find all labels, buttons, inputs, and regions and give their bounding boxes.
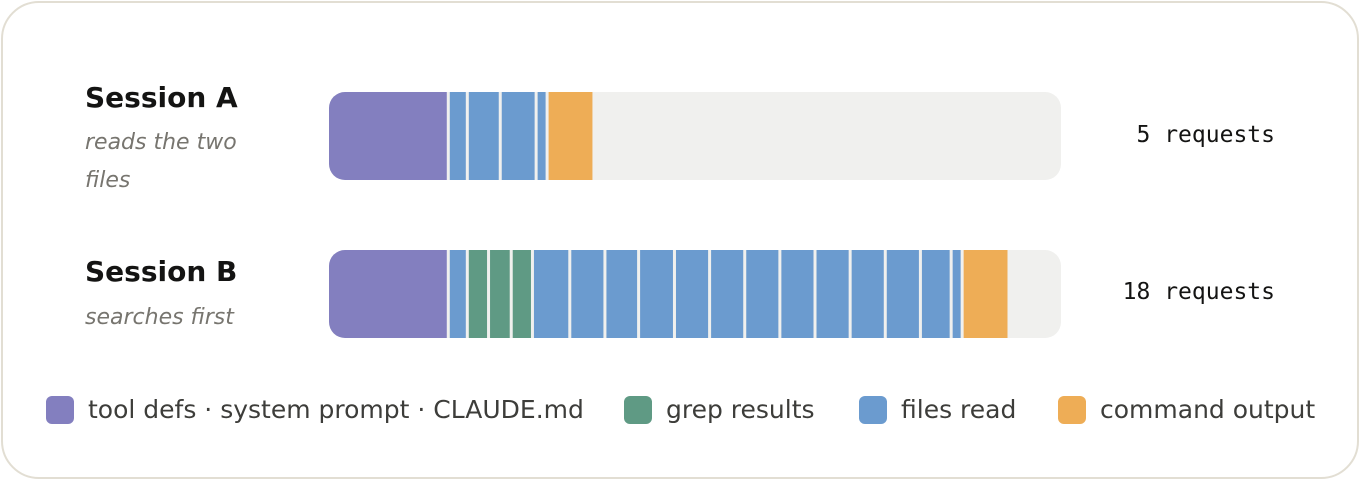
segment <box>711 250 744 338</box>
segment <box>851 250 884 338</box>
segment <box>921 250 950 338</box>
legend-swatch <box>46 395 74 424</box>
request-count: 5 requests <box>1136 122 1275 148</box>
legend-item: grep results <box>624 395 815 424</box>
legend-item: command output <box>1058 395 1315 424</box>
segment <box>490 250 510 338</box>
session-description: reads the two files <box>85 130 237 193</box>
segment <box>952 250 961 338</box>
legend-label: command output <box>1100 395 1316 424</box>
bar-segments <box>329 92 1061 180</box>
bar-segments <box>329 250 1061 338</box>
session-name: Session A <box>85 81 238 114</box>
legend-label: grep results <box>666 395 815 424</box>
session-description: searches first <box>85 305 234 330</box>
segment <box>548 92 593 180</box>
legend-item: files read <box>859 395 1016 424</box>
segment <box>746 250 779 338</box>
request-count: 18 requests <box>1122 279 1275 305</box>
segment <box>571 250 604 338</box>
segment <box>449 250 466 338</box>
session-name: Session B <box>85 255 238 288</box>
segment <box>606 250 638 338</box>
legend-label: files read <box>901 395 1017 424</box>
context-bar <box>329 92 1061 180</box>
segment <box>449 92 466 180</box>
segment <box>675 250 709 338</box>
segment <box>329 250 447 338</box>
segment <box>963 250 1008 338</box>
segment <box>537 92 546 180</box>
legend-item: tool defs · system prompt · CLAUDE.md <box>46 395 584 424</box>
segment <box>329 92 447 180</box>
segment <box>512 250 531 338</box>
legend-label: tool defs · system prompt · CLAUDE.md <box>88 395 584 424</box>
segment <box>533 250 569 338</box>
segment <box>781 250 814 338</box>
legend-swatch <box>859 395 887 424</box>
segment <box>640 250 673 338</box>
segment <box>468 92 499 180</box>
context-bar <box>329 250 1061 338</box>
segment <box>501 92 535 180</box>
segment <box>816 250 849 338</box>
legend-swatch <box>624 395 652 424</box>
segment <box>468 250 488 338</box>
legend-swatch <box>1058 395 1086 424</box>
segment <box>886 250 919 338</box>
